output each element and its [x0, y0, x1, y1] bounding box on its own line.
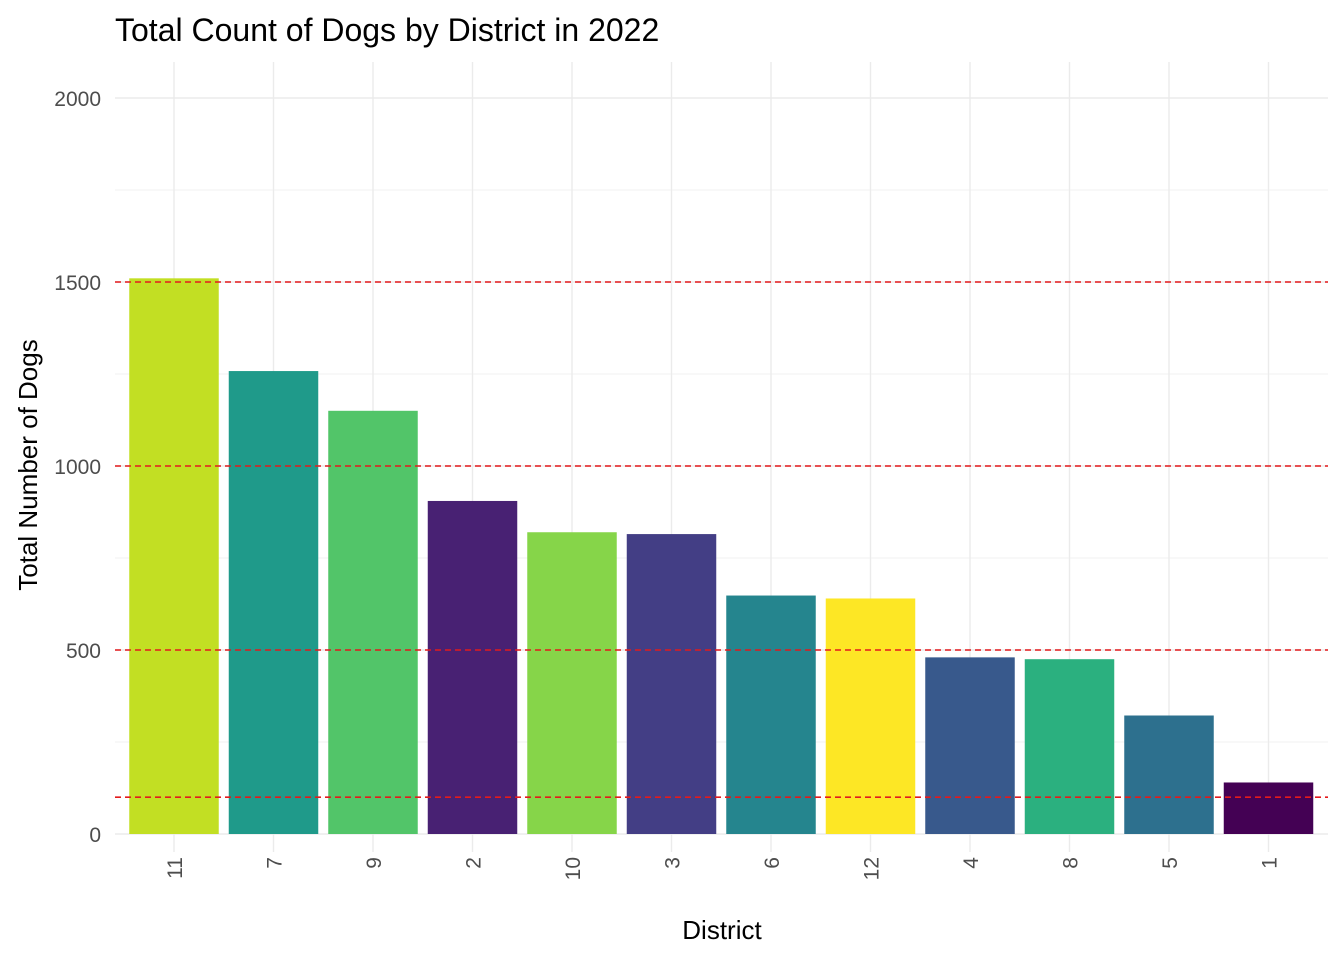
bar-district-7 [228, 371, 319, 834]
x-axis-ticks: 11 7 9 2 10 3 6 12 4 8 5 1 [164, 857, 1282, 881]
x-tick-label: 7 [264, 857, 287, 869]
bar-district-3 [626, 534, 717, 834]
y-tick-label: 1000 [54, 456, 101, 479]
bar-district-1 [1223, 782, 1314, 834]
x-tick-label: 1 [1259, 857, 1282, 869]
x-tick-label: 11 [164, 857, 187, 879]
bar-district-6 [726, 595, 816, 834]
x-tick-label: 9 [363, 857, 386, 869]
bar-district-9 [328, 410, 418, 834]
y-tick-label: 1500 [54, 272, 101, 295]
y-axis-title: Total Number of Dogs [13, 339, 43, 590]
reference-lines [115, 281, 1328, 799]
bar-district-2 [427, 500, 518, 834]
bar-district-4 [925, 657, 1015, 834]
chart-title: Total Count of Dogs by District in 2022 [115, 12, 659, 48]
x-tick-label: 12 [861, 857, 884, 880]
x-tick-label: 5 [1159, 857, 1182, 869]
x-tick-label: 4 [960, 857, 983, 869]
y-axis-ticks: 0 500 1000 1500 2000 [54, 88, 101, 847]
x-tick-label: 8 [1060, 857, 1083, 869]
x-axis-title: District [682, 915, 762, 945]
x-tick-label: 6 [761, 857, 784, 869]
bar-district-12 [825, 598, 916, 834]
y-tick-label: 500 [66, 640, 101, 663]
bar-district-5 [1124, 715, 1214, 834]
x-tick-label: 2 [463, 857, 486, 869]
y-tick-label: 0 [89, 824, 101, 847]
bar-district-8 [1024, 659, 1115, 834]
y-tick-label: 2000 [54, 88, 101, 111]
bar-layer [129, 278, 1314, 834]
x-tick-label: 10 [562, 857, 585, 880]
bar-district-11 [129, 278, 219, 834]
x-tick-label: 3 [662, 857, 685, 869]
bar-district-10 [527, 532, 617, 834]
